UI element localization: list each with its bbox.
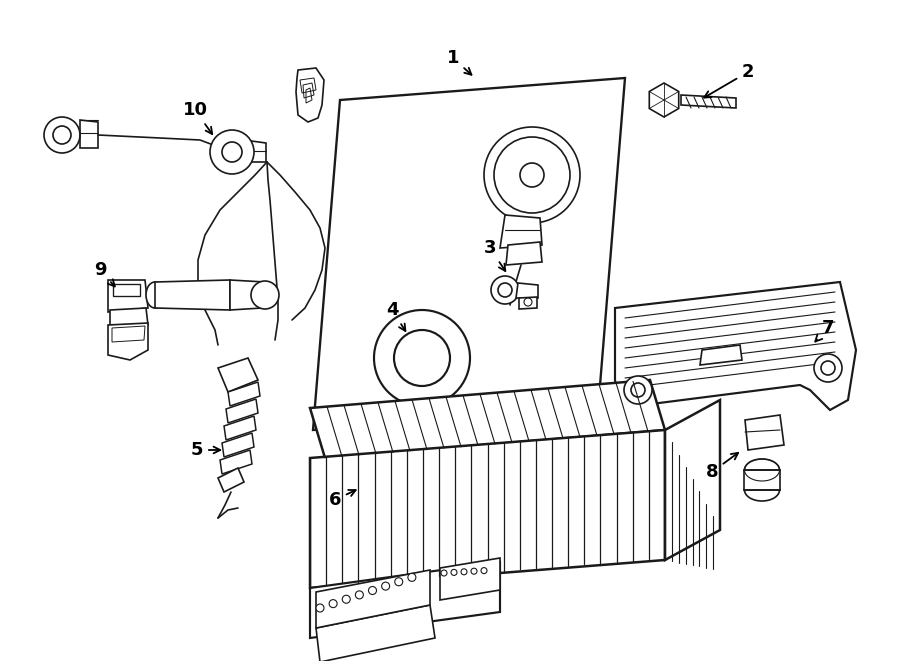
Circle shape — [356, 591, 364, 599]
Polygon shape — [615, 282, 856, 410]
Polygon shape — [440, 558, 500, 600]
Circle shape — [451, 569, 457, 575]
Polygon shape — [313, 78, 625, 430]
Polygon shape — [649, 83, 679, 117]
Text: 9: 9 — [94, 261, 115, 286]
Ellipse shape — [146, 282, 164, 308]
Polygon shape — [244, 140, 266, 162]
Circle shape — [491, 276, 519, 304]
Polygon shape — [155, 280, 230, 310]
Polygon shape — [519, 297, 537, 309]
Circle shape — [395, 578, 403, 586]
Polygon shape — [220, 450, 252, 474]
Polygon shape — [681, 95, 736, 108]
Text: 8: 8 — [706, 453, 738, 481]
Polygon shape — [310, 430, 665, 588]
Polygon shape — [230, 280, 265, 310]
Polygon shape — [226, 399, 258, 423]
Circle shape — [520, 163, 544, 187]
Text: 7: 7 — [815, 319, 834, 342]
Ellipse shape — [744, 459, 779, 481]
Polygon shape — [700, 345, 742, 365]
Text: 10: 10 — [183, 101, 212, 134]
Circle shape — [368, 586, 376, 594]
Circle shape — [814, 354, 842, 382]
Circle shape — [382, 582, 390, 590]
Polygon shape — [665, 400, 720, 560]
Polygon shape — [108, 280, 148, 312]
Circle shape — [441, 570, 447, 576]
Polygon shape — [516, 283, 538, 298]
Polygon shape — [316, 605, 435, 661]
Polygon shape — [316, 570, 430, 628]
Circle shape — [481, 568, 487, 574]
Circle shape — [251, 281, 279, 309]
Polygon shape — [745, 415, 784, 450]
Polygon shape — [310, 562, 500, 638]
Polygon shape — [218, 358, 258, 392]
Polygon shape — [224, 416, 256, 440]
Polygon shape — [506, 242, 542, 265]
Circle shape — [484, 127, 580, 223]
Polygon shape — [500, 215, 542, 248]
Text: 2: 2 — [704, 63, 754, 98]
Polygon shape — [108, 323, 148, 360]
Polygon shape — [744, 470, 780, 490]
Circle shape — [408, 573, 416, 582]
Circle shape — [624, 376, 652, 404]
Circle shape — [342, 596, 350, 603]
Polygon shape — [80, 120, 98, 148]
Text: 3: 3 — [484, 239, 505, 271]
Polygon shape — [296, 68, 324, 122]
Circle shape — [461, 569, 467, 575]
Ellipse shape — [744, 479, 779, 501]
Polygon shape — [310, 380, 665, 458]
Text: 6: 6 — [328, 490, 356, 509]
Polygon shape — [110, 308, 148, 328]
Circle shape — [471, 568, 477, 574]
Text: 1: 1 — [446, 49, 472, 75]
Circle shape — [374, 310, 470, 406]
Circle shape — [210, 130, 254, 174]
Polygon shape — [222, 433, 254, 457]
Circle shape — [329, 600, 338, 607]
Circle shape — [316, 604, 324, 612]
Polygon shape — [218, 468, 244, 492]
Polygon shape — [113, 284, 140, 296]
Polygon shape — [228, 382, 260, 406]
Text: 4: 4 — [386, 301, 405, 331]
Text: 5: 5 — [191, 441, 220, 459]
